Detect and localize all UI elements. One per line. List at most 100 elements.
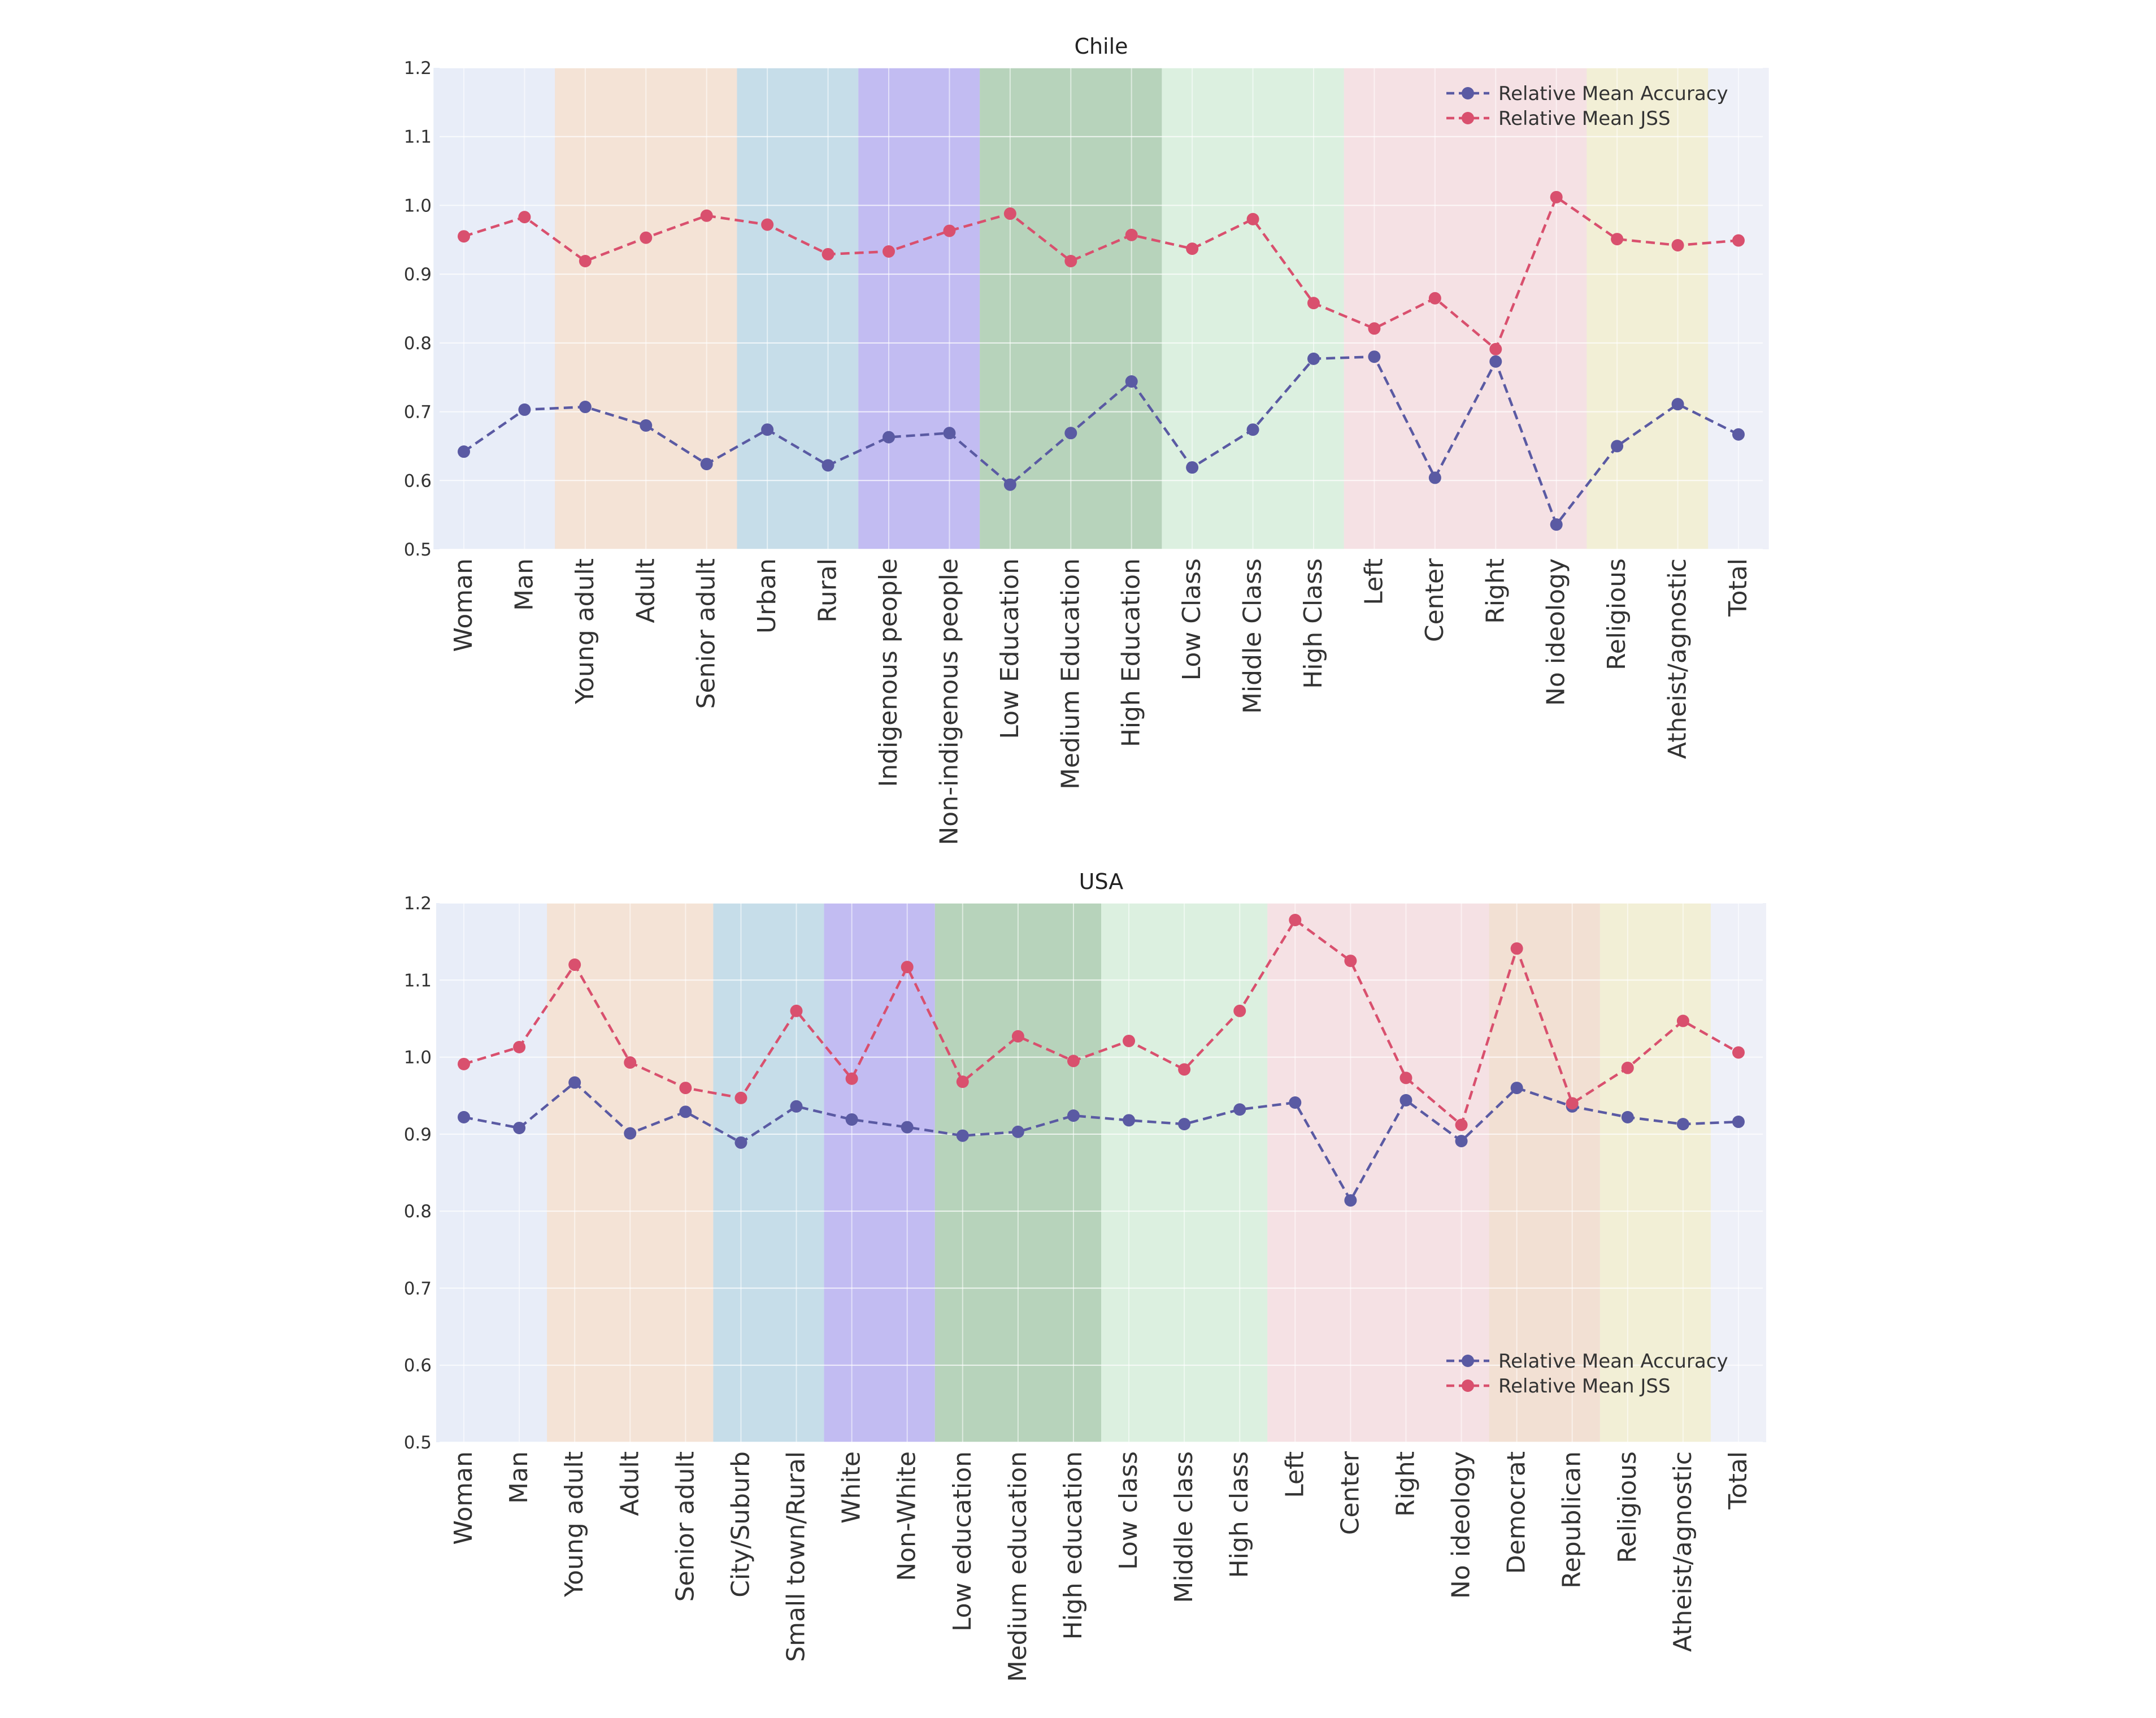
x-tick-label: High class	[1225, 1451, 1254, 1578]
group-band-race	[824, 903, 935, 1442]
x-tick-label: Total	[1724, 1451, 1753, 1510]
data-point	[1246, 212, 1259, 225]
data-point	[458, 1057, 470, 1070]
x-tick-label: Man	[505, 1451, 533, 1504]
x-tick-label: High Class	[1299, 558, 1328, 689]
data-point	[513, 1040, 526, 1053]
x-tick-label: Low Education	[996, 558, 1024, 739]
data-point	[956, 1075, 969, 1088]
x-tick-label: City/Suburb	[726, 1451, 755, 1598]
y-tick-label: 0.5	[404, 1433, 432, 1453]
x-tick-label: Center	[1336, 1451, 1364, 1535]
x-tick-label: White	[837, 1451, 866, 1524]
x-tick-label: Urban	[753, 558, 781, 634]
series-line-1	[463, 918, 1740, 1127]
data-point	[1428, 471, 1441, 484]
y-tick-label: 1.0	[404, 1048, 432, 1068]
data-point	[624, 1127, 637, 1140]
x-tick-label: Man	[510, 558, 538, 611]
data-point	[700, 458, 713, 471]
data-point	[1178, 1063, 1191, 1076]
x-tick-label: Low Class	[1177, 558, 1206, 680]
data-point	[1289, 913, 1302, 926]
data-point	[1510, 1082, 1523, 1095]
y-tick-label: 0.9	[404, 1125, 432, 1145]
data-point	[1246, 423, 1259, 436]
data-point	[761, 218, 774, 231]
data-point	[1067, 1055, 1080, 1068]
x-tick-label: Right	[1391, 1451, 1420, 1517]
data-point	[1399, 1094, 1412, 1107]
x-tick-label: Center	[1420, 558, 1449, 642]
x-tick-label: Low education	[948, 1451, 977, 1632]
data-point	[1344, 1194, 1357, 1207]
data-point	[845, 1072, 858, 1085]
data-point	[568, 958, 581, 971]
data-point	[1732, 428, 1745, 441]
y-tick-label: 0.5	[404, 540, 432, 560]
x-tick-label: Middle class	[1170, 1451, 1198, 1603]
x-tick-label: Indigenous people	[874, 558, 903, 787]
legend-label: Relative Mean Accuracy	[1498, 83, 1728, 105]
data-point	[624, 1056, 637, 1069]
data-point	[734, 1091, 747, 1104]
x-tick-label: Young adult	[571, 558, 599, 705]
data-point	[700, 209, 713, 222]
data-point	[1671, 398, 1684, 411]
data-point	[579, 255, 592, 268]
data-point	[1732, 1046, 1745, 1059]
data-point	[1455, 1118, 1468, 1131]
data-point	[1125, 228, 1138, 241]
y-tick-label: 1.2	[404, 893, 432, 914]
chart-usa: 0.5 0.6 0.7 0.8 0.9 1.0 1.1 1.2 USA Woman Man Young…	[404, 869, 1767, 1682]
data-point	[1489, 355, 1502, 368]
chart-title: Chile	[1074, 34, 1128, 59]
x-tick-label: Republican	[1558, 1451, 1586, 1589]
data-point	[734, 1136, 747, 1149]
data-point	[943, 224, 956, 237]
x-tick-label: Non-White	[893, 1451, 921, 1581]
data-point	[458, 1110, 470, 1123]
data-point	[1011, 1125, 1024, 1138]
group-band-religion	[1599, 903, 1711, 1442]
data-point	[1064, 255, 1077, 268]
x-tick-label: Young adult	[560, 1451, 589, 1598]
data-point	[1067, 1109, 1080, 1122]
x-tick-label: Religious	[1602, 558, 1631, 670]
data-point	[679, 1105, 692, 1118]
legend-marker-0	[1462, 1355, 1474, 1367]
data-point	[458, 230, 470, 243]
data-point	[1368, 322, 1381, 335]
x-tick-label: Atheist/agnostic	[1668, 1451, 1697, 1652]
x-tick-label: Woman	[449, 1451, 478, 1545]
data-point	[1621, 1110, 1634, 1123]
data-point	[1428, 292, 1441, 305]
data-point	[1676, 1014, 1689, 1027]
x-tick-label: High education	[1059, 1451, 1088, 1639]
data-point	[513, 1121, 526, 1134]
x-tick-label: Adult	[615, 1451, 644, 1516]
legend-label: Relative Mean JSS	[1498, 1375, 1671, 1398]
x-tick-label: Senior adult	[692, 558, 721, 709]
y-tick-label: 0.8	[404, 1201, 432, 1222]
data-point	[1178, 1118, 1191, 1131]
data-point	[640, 231, 653, 244]
data-point	[883, 245, 895, 258]
data-point	[1671, 239, 1684, 252]
group-band-gender	[433, 68, 555, 549]
legend-marker-0	[1462, 87, 1474, 99]
data-point	[1368, 350, 1381, 363]
data-point	[1489, 342, 1502, 355]
data-point	[1123, 1114, 1136, 1127]
legend-label: Relative Mean JSS	[1498, 107, 1671, 130]
data-point	[679, 1082, 692, 1095]
x-tick-label: Rural	[814, 558, 842, 623]
series-line-1	[463, 195, 1739, 352]
data-point	[956, 1129, 969, 1142]
legend-label: Relative Mean Accuracy	[1498, 1350, 1728, 1373]
data-point	[1307, 297, 1320, 310]
data-point	[1732, 1116, 1745, 1129]
group-band-gender	[436, 903, 547, 1442]
